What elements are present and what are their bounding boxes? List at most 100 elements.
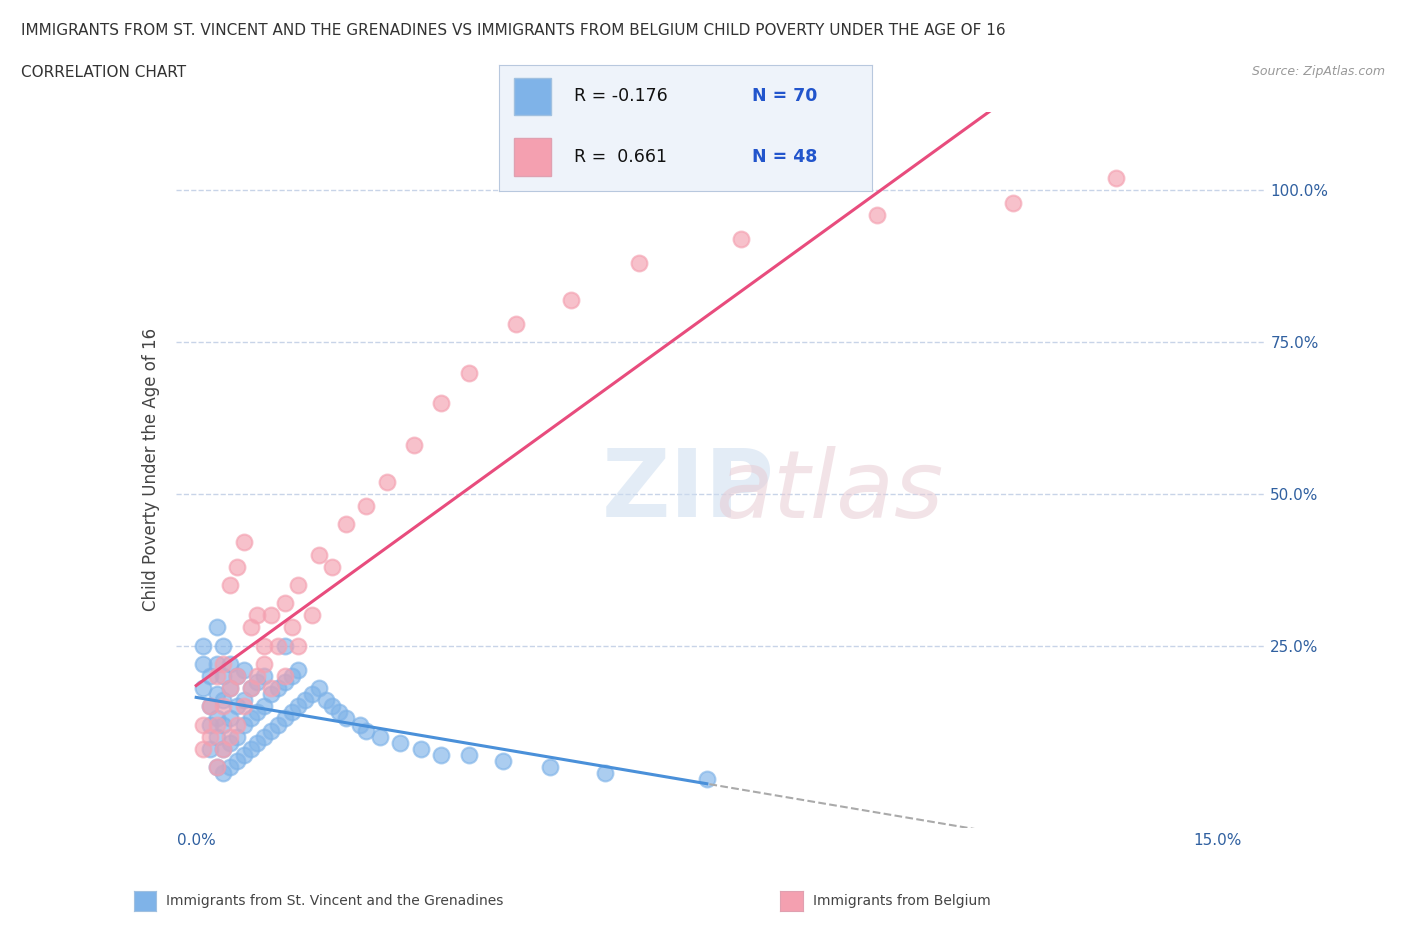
Text: atlas: atlas (716, 445, 943, 537)
Point (219, 760, 242, 775)
Point (226, 753, 249, 768)
Point (430, 395, 453, 410)
Point (287, 698, 309, 713)
Point (409, 741, 432, 756)
Point (198, 717, 221, 732)
Point (560, 292, 582, 307)
Point (1002, 195, 1025, 210)
Point (212, 657, 235, 671)
Point (219, 681, 242, 696)
Point (205, 686, 228, 701)
Point (212, 669, 235, 684)
Text: N = 70: N = 70 (752, 86, 818, 105)
Point (274, 711, 297, 726)
Point (321, 698, 343, 713)
Point (198, 698, 221, 713)
Point (267, 717, 290, 732)
Point (212, 693, 235, 708)
Point (191, 657, 214, 671)
Point (232, 535, 254, 550)
Point (232, 698, 254, 713)
Point (226, 669, 249, 684)
Point (260, 608, 283, 623)
Point (191, 741, 214, 756)
Point (205, 657, 228, 671)
Point (212, 765, 235, 780)
Text: ZIP: ZIP (602, 445, 775, 538)
Text: IMMIGRANTS FROM ST. VINCENT AND THE GRENADINES VS IMMIGRANTS FROM BELGIUM CHILD : IMMIGRANTS FROM ST. VINCENT AND THE GREN… (21, 23, 1005, 38)
Text: Immigrants from St. Vincent and the Grenadines: Immigrants from St. Vincent and the Gren… (166, 894, 503, 909)
Point (191, 681, 214, 696)
Point (226, 717, 249, 732)
Point (226, 669, 249, 684)
Point (212, 638, 235, 653)
Point (232, 662, 254, 677)
Point (205, 711, 228, 726)
Point (212, 698, 235, 713)
Point (287, 662, 309, 677)
FancyBboxPatch shape (515, 138, 551, 176)
Point (239, 741, 262, 756)
Point (287, 578, 309, 592)
Point (280, 669, 302, 684)
Point (219, 657, 242, 671)
Point (205, 729, 228, 744)
Text: R = -0.176: R = -0.176 (574, 86, 668, 105)
Point (280, 620, 302, 635)
Point (457, 748, 479, 763)
Point (274, 596, 297, 611)
Point (212, 741, 235, 756)
Point (356, 498, 378, 513)
Point (368, 729, 391, 744)
Point (198, 669, 221, 684)
Point (335, 517, 357, 532)
Point (335, 711, 357, 726)
Point (219, 736, 242, 751)
Point (226, 698, 249, 713)
Point (287, 638, 309, 653)
Point (226, 729, 249, 744)
Point (260, 686, 283, 701)
Point (627, 256, 650, 271)
Point (260, 681, 283, 696)
Text: R =  0.661: R = 0.661 (574, 148, 666, 166)
Point (246, 736, 269, 751)
Point (280, 705, 302, 720)
Point (191, 638, 214, 653)
Point (232, 748, 254, 763)
Point (239, 620, 262, 635)
Point (349, 717, 371, 732)
FancyBboxPatch shape (515, 78, 551, 115)
Point (538, 760, 561, 775)
Point (730, 232, 752, 246)
Point (1104, 171, 1126, 186)
Point (866, 207, 889, 222)
Point (205, 669, 228, 684)
Point (239, 711, 262, 726)
Y-axis label: Child Poverty Under the Age of 16: Child Poverty Under the Age of 16 (142, 328, 160, 611)
Point (593, 765, 616, 780)
Point (198, 698, 221, 713)
Point (696, 772, 718, 787)
Point (267, 681, 290, 696)
Point (301, 686, 323, 701)
Point (328, 705, 350, 720)
Point (308, 547, 330, 562)
Point (253, 657, 276, 671)
Point (205, 620, 228, 635)
Point (219, 711, 242, 726)
Point (232, 717, 254, 732)
Point (356, 724, 378, 738)
Text: Immigrants from Belgium: Immigrants from Belgium (813, 894, 990, 909)
Point (191, 717, 214, 732)
Point (219, 578, 242, 592)
Point (232, 693, 254, 708)
Point (246, 608, 269, 623)
Point (321, 559, 343, 574)
Point (308, 681, 330, 696)
Point (205, 760, 228, 775)
Text: Source: ZipAtlas.com: Source: ZipAtlas.com (1251, 65, 1385, 78)
Point (246, 674, 269, 689)
Point (294, 693, 316, 708)
Point (430, 748, 453, 763)
